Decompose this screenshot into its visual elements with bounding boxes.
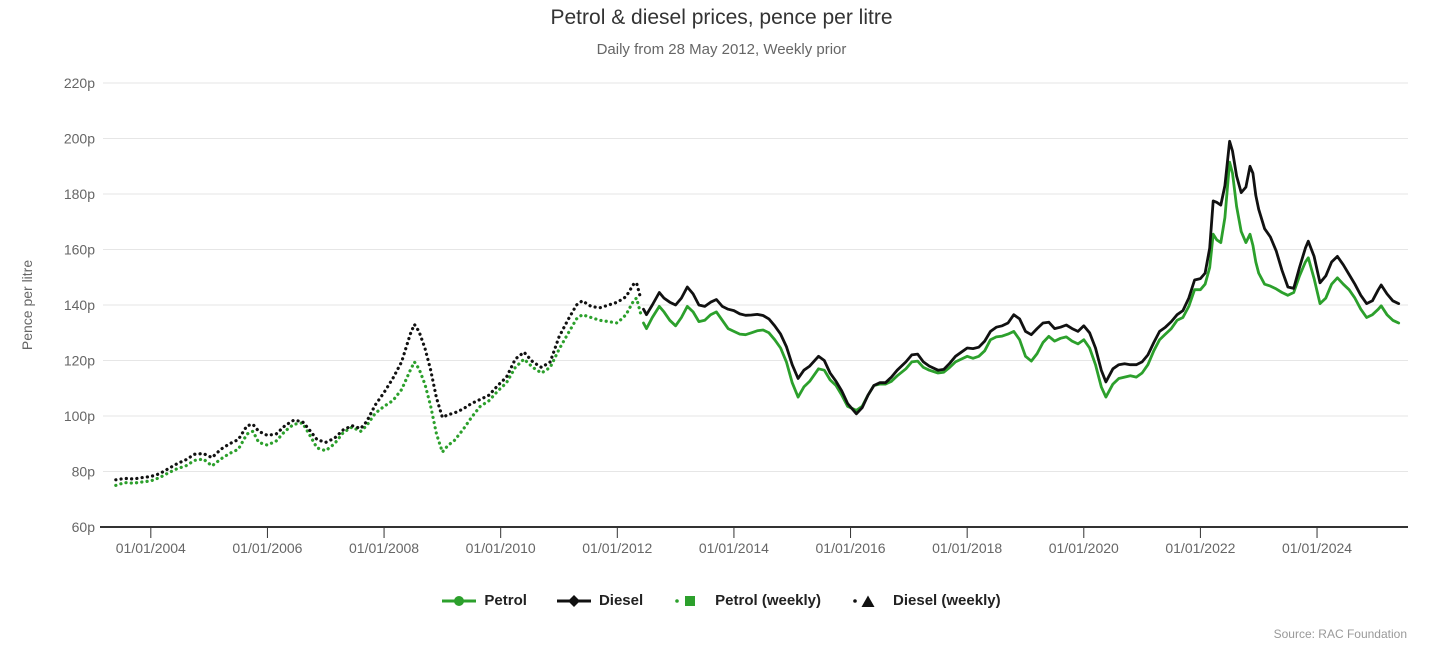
diesel-weekly-marker-icon	[851, 593, 885, 609]
x-tick-label: 01/01/2014	[699, 540, 769, 556]
y-tick-label: 80p	[72, 464, 96, 480]
legend-label-petrol-weekly: Petrol (weekly)	[715, 592, 822, 609]
x-tick-label: 01/01/2012	[582, 540, 652, 556]
legend-item-petrol-weekly[interactable]: Petrol (weekly)	[673, 592, 821, 609]
petrol-weekly-series-line	[114, 296, 643, 487]
petrol-line-icon	[442, 593, 477, 609]
legend: Petrol Diesel Petrol (weekly) Diesel (we…	[0, 592, 1443, 609]
y-tick-label: 60p	[72, 519, 96, 535]
diesel-weekly-series-line	[114, 281, 643, 482]
x-tick-label: 01/01/2008	[349, 540, 419, 556]
y-tick-label: 140p	[64, 297, 95, 313]
chart-subtitle: Daily from 28 May 2012, Weekly prior	[596, 41, 847, 58]
legend-label-petrol: Petrol	[484, 592, 527, 609]
x-tick-label: 01/01/2022	[1165, 540, 1235, 556]
diesel-line-icon	[556, 593, 591, 609]
x-tick-label: 01/01/2004	[116, 540, 186, 556]
legend-label-diesel: Diesel	[598, 592, 644, 609]
diesel-series-line	[642, 139, 1401, 416]
petrol-series-line	[642, 160, 1401, 412]
legend-item-petrol[interactable]: Petrol	[442, 592, 527, 609]
legend-label-diesel-weekly: Diesel (weekly)	[893, 592, 1001, 609]
petrol-weekly-marker-icon	[673, 593, 707, 609]
y-tick-label: 100p	[64, 408, 95, 424]
chart-title: Petrol & diesel prices, pence per litre	[550, 6, 893, 29]
y-tick-label: 220p	[64, 75, 95, 91]
y-tick-label: 200p	[64, 131, 95, 147]
y-tick-label: 180p	[64, 186, 95, 202]
y-tick-label: 160p	[64, 242, 95, 258]
x-tick-label: 01/01/2016	[816, 540, 886, 556]
source-credit: Source: RAC Foundation	[1273, 627, 1407, 641]
legend-item-diesel-weekly[interactable]: Diesel (weekly)	[851, 592, 1001, 609]
x-tick-label: 01/01/2018	[932, 540, 1002, 556]
x-tick-label: 01/01/2006	[232, 540, 302, 556]
x-tick-label: 01/01/2010	[466, 540, 536, 556]
y-tick-label: 120p	[64, 353, 95, 369]
legend-item-diesel[interactable]: Diesel	[556, 592, 644, 609]
x-tick-label: 01/01/2020	[1049, 540, 1119, 556]
x-tick-label: 01/01/2024	[1282, 540, 1352, 556]
